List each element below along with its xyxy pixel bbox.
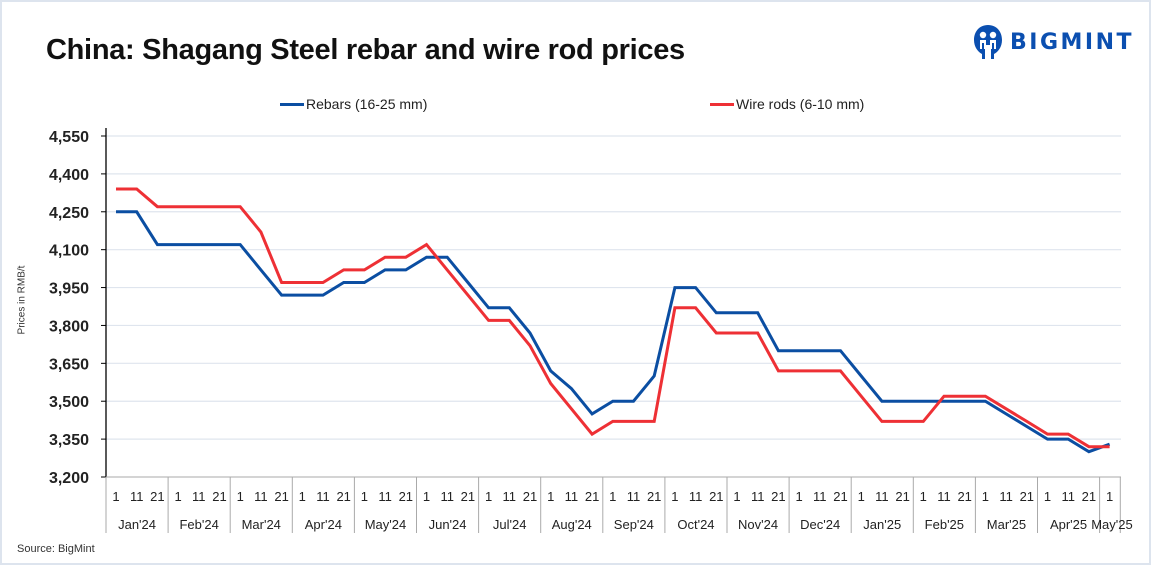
x-tick-label: 11 <box>813 489 827 504</box>
x-month-label: Apr'24 <box>305 517 342 532</box>
x-tick-label: 11 <box>937 489 951 504</box>
legend-item-wire-rods: Wire rods (6-10 mm) <box>710 94 864 114</box>
x-tick-label: 1 <box>174 489 181 504</box>
x-tick-label: 11 <box>565 489 579 504</box>
y-tick-label: 4,400 <box>49 167 89 184</box>
axes <box>101 128 1121 478</box>
series-line-wire-rods <box>116 187 1110 449</box>
x-tick-label: 21 <box>274 489 288 504</box>
brand-logo: BIGMINT <box>972 22 1134 62</box>
x-month-label: Jan'25 <box>863 517 901 532</box>
x-tick-label: 1 <box>609 489 616 504</box>
x-tick-label: 21 <box>461 489 475 504</box>
x-tick-label: 21 <box>150 489 164 504</box>
x-tick-label: 11 <box>999 489 1013 504</box>
x-tick-label: 1 <box>858 489 865 504</box>
legend-swatch-rebars <box>280 102 304 106</box>
x-tick-label: 21 <box>957 489 971 504</box>
x-tick-label: 1 <box>237 489 244 504</box>
x-tick-label: 11 <box>130 489 144 504</box>
x-tick-label: 21 <box>771 489 785 504</box>
source-note: Source: BigMint <box>17 543 95 555</box>
y-tick-label: 3,200 <box>49 470 89 487</box>
x-tick-label: 1 <box>1106 489 1113 504</box>
legend-label-wire-rods: Wire rods (6-10 mm) <box>736 96 865 112</box>
x-month-label: Apr'25 <box>1050 517 1087 532</box>
chart-title: China: Shagang Steel rebar and wire rod … <box>46 34 685 66</box>
x-tick-label: 1 <box>547 489 554 504</box>
y-tick-label: 3,350 <box>49 432 89 449</box>
y-tick-label: 3,950 <box>49 281 89 298</box>
x-month-label: Mar'25 <box>987 517 1026 532</box>
gridlines <box>106 135 1121 440</box>
x-tick-label: 11 <box>751 489 765 504</box>
x-tick-label: 1 <box>423 489 430 504</box>
x-tick-label: 11 <box>316 489 330 504</box>
x-month-label: Aug'24 <box>552 517 592 532</box>
x-tick-label: 21 <box>895 489 909 504</box>
legend-label-rebars: Rebars (16-25 mm) <box>306 96 428 112</box>
x-tick-label: 1 <box>733 489 740 504</box>
x-tick-label: 21 <box>523 489 537 504</box>
x-tick-label: 21 <box>585 489 599 504</box>
x-month-label: May'25 <box>1091 517 1133 532</box>
x-tick-label: 11 <box>503 489 517 504</box>
x-tick-label: 1 <box>361 489 368 504</box>
x-tick-label: 1 <box>112 489 119 504</box>
x-month-label: Sep'24 <box>614 517 654 532</box>
y-tick-label: 3,800 <box>49 318 89 335</box>
x-tick-label: 11 <box>192 489 206 504</box>
x-tick-label: 21 <box>709 489 723 504</box>
x-tick-label: 11 <box>1061 489 1075 504</box>
x-month-label: May'24 <box>365 517 407 532</box>
x-tick-label: 1 <box>920 489 927 504</box>
x-month-label: Feb'24 <box>179 517 218 532</box>
x-month-label: Oct'24 <box>677 517 714 532</box>
x-tick-label: 1 <box>485 489 492 504</box>
bigmint-logo-icon <box>974 25 1002 59</box>
x-month-label: Dec'24 <box>800 517 840 532</box>
x-tick-label: 21 <box>399 489 413 504</box>
x-month-label: Feb'25 <box>925 517 964 532</box>
x-tick-label: 11 <box>689 489 703 504</box>
x-month-label: Jun'24 <box>429 517 467 532</box>
x-tick-label: 1 <box>1044 489 1051 504</box>
x-tick-label: 11 <box>875 489 889 504</box>
x-month-label: Nov'24 <box>738 517 778 532</box>
x-tick-label: 11 <box>440 489 454 504</box>
logo-text: BIGMINT <box>1010 29 1135 55</box>
x-tick-label: 21 <box>1082 489 1096 504</box>
x-tick-label: 1 <box>671 489 678 504</box>
x-tick-label: 21 <box>833 489 847 504</box>
legend-swatch-wire-rods <box>710 102 734 106</box>
y-tick-label: 3,500 <box>49 394 89 411</box>
y-tick-label: 4,100 <box>49 243 89 260</box>
x-tick-label: 1 <box>299 489 306 504</box>
x-tick-label: 21 <box>336 489 350 504</box>
series-line-rebars <box>116 210 1111 454</box>
series-lines <box>116 187 1111 454</box>
x-month-label: Jan'24 <box>118 517 156 532</box>
x-tick-label: 21 <box>1020 489 1034 504</box>
x-tick-label: 1 <box>982 489 989 504</box>
x-month-label: Jul'24 <box>493 517 527 532</box>
legend-item-rebars: Rebars (16-25 mm) <box>280 94 427 114</box>
x-tick-label: 1 <box>795 489 802 504</box>
x-month-label: Mar'24 <box>242 517 281 532</box>
x-tick-label: 11 <box>627 489 641 504</box>
x-tick-label: 11 <box>254 489 268 504</box>
y-tick-label: 4,250 <box>49 205 89 222</box>
y-tick-label: 4,550 <box>49 129 89 146</box>
x-tick-label: 21 <box>212 489 226 504</box>
y-tick-label: 3,650 <box>49 356 89 373</box>
y-tick-labels: 3,200 3,350 3,500 3,650 3,800 3,950 4,100 4,250… <box>49 129 89 487</box>
x-axis-categories: 1 11 21 1 11 21 1 11 21 1 11 21 1 11 21 1 11 21 1 11 21 1 11 21… <box>105 477 1133 533</box>
x-tick-label: 11 <box>378 489 392 504</box>
x-tick-label: 21 <box>647 489 661 504</box>
